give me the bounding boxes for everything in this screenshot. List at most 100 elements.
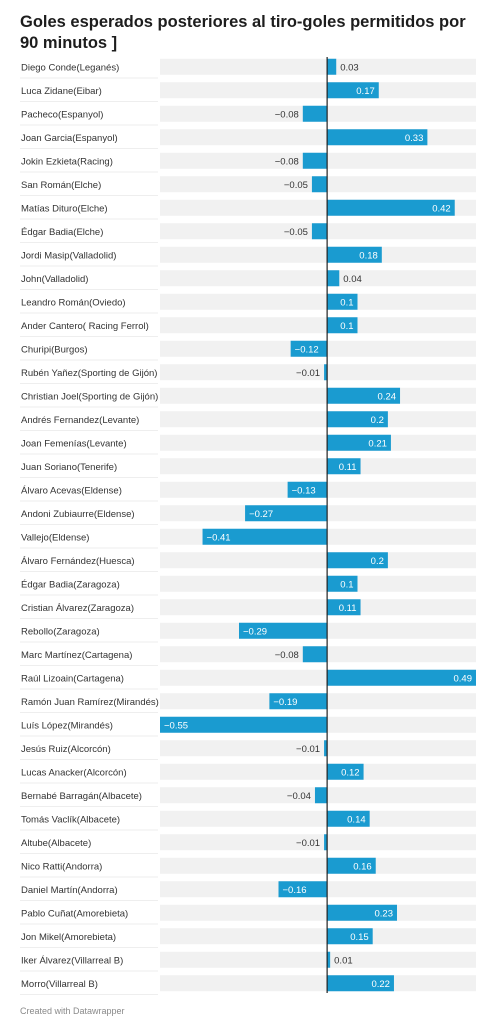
category-label: Jokin Ezkieta(Racing) [21,156,113,167]
bar [327,857,376,874]
bar [287,481,328,498]
bar [327,434,391,451]
value-label: −0.01 [296,744,320,755]
bar [324,364,328,381]
bar [327,317,358,334]
category-label: Jon Mikel(Amorebieta) [21,932,116,943]
value-label: −0.29 [243,626,267,637]
category-label: San Román(Elche) [21,180,101,191]
category-label: Raúl Lizoain(Cartagena) [21,673,124,684]
category-label: Luca Zidane(Eibar) [21,86,102,97]
row-track [160,763,476,780]
value-label: 0.01 [334,955,353,966]
bar [324,740,328,757]
value-label: 0.11 [339,603,357,614]
category-label: Ander Cantero( Racing Ferrol) [21,321,149,332]
value-label: 0.11 [339,462,357,473]
category-label: Morro(Villarreal B) [21,979,98,990]
bars [160,58,476,992]
bar [327,129,428,146]
bar [327,763,364,780]
bar [302,105,328,122]
category-label: Rubén Yañez(Sporting de Gijón) [21,368,157,379]
category-label: Andrés Fernandez(Levante) [21,415,139,426]
bar [327,951,331,968]
value-label: −0.55 [164,720,188,731]
value-label: 0.15 [350,932,369,943]
value-labels: 0.03 0.17 −0.08 0.33 −0.08 −0.05 0.42 −0.05 0.18… [164,62,472,990]
category-labels: Diego Conde(Leganés) Luca Zidane(Eibar) Pa… [21,62,159,990]
category-label: Diego Conde(Leganés) [21,62,119,73]
value-label: −0.19 [273,697,297,708]
value-label: 0.1 [340,321,353,332]
value-label: −0.05 [284,180,308,191]
category-label: Bernabé Barragán(Albacete) [21,791,142,802]
row-track [160,810,476,827]
value-label: 0.2 [371,556,384,567]
value-label: 0.24 [378,391,397,402]
row-track [160,411,476,428]
value-label: 0.42 [432,203,451,214]
bar [327,975,394,992]
row-track [160,317,476,334]
category-label: Vallejo(Eldense) [21,532,89,543]
value-label: 0.1 [340,297,353,308]
category-label: Leandro Román(Oviedo) [21,297,126,308]
bar [290,340,328,357]
bar [311,176,328,193]
row-track [160,58,476,75]
category-label: Marc Martínez(Cartagena) [21,650,132,661]
value-label: 0.04 [343,274,362,285]
row-track [160,951,476,968]
row-track [160,129,476,146]
bar [324,834,328,851]
bar [327,387,401,404]
row-track [160,458,476,475]
row-backgrounds [20,58,476,995]
category-label: Cristian Álvarez(Zaragoza) [21,603,134,614]
value-label: 0.14 [347,814,366,825]
category-label: Álvaro Fernández(Huesca) [21,556,135,567]
bar [327,928,373,945]
value-label: −0.08 [275,650,299,661]
bar [327,293,358,310]
category-label: John(Valladolid) [21,274,88,285]
value-label: 0.1 [340,579,353,590]
value-label: −0.27 [249,509,273,520]
category-label: Altube(Albacete) [21,838,91,849]
bar [327,411,388,428]
value-label: 0.18 [359,250,378,261]
bar [302,152,328,169]
row-track [160,434,476,451]
category-label: Pacheco(Espanyol) [21,109,103,120]
bar [314,787,328,804]
bar [327,199,455,216]
bar [327,904,397,921]
value-label: 0.2 [371,415,384,426]
category-label: Lucas Anacker(Alcorcón) [21,767,127,778]
value-label: 0.03 [340,62,359,73]
value-label: 0.21 [368,438,387,449]
category-label: Édgar Badia(Elche) [21,227,103,238]
row-track [160,387,476,404]
category-label: Daniel Martín(Andorra) [21,885,118,896]
bar [327,270,340,287]
category-label: Nico Ratti(Andorra) [21,861,102,872]
value-label: −0.13 [292,485,316,496]
category-label: Matías Dituro(Elche) [21,203,108,214]
value-label: 0.22 [371,979,390,990]
category-label: Pablo Cuñat(Amorebieta) [21,908,128,919]
category-label: Joan Femenías(Levante) [21,438,127,449]
category-label: Rebollo(Zaragoza) [21,626,100,637]
bar [327,58,337,75]
category-label: Tomás Vaclík(Albacete) [21,814,120,825]
value-label: −0.01 [296,368,320,379]
value-label: 0.23 [375,908,394,919]
row-track [160,834,476,851]
row-track [160,928,476,945]
row-track [160,740,476,757]
bar [278,881,328,898]
category-label: Luís López(Mirandés) [21,720,113,731]
row-track [160,857,476,874]
